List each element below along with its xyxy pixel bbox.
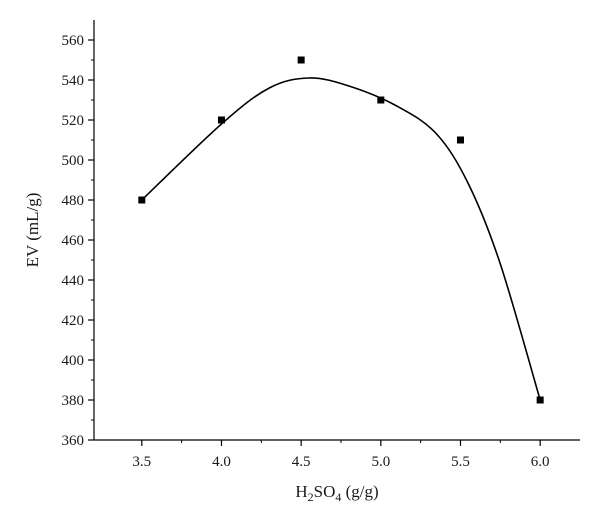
x-axis-label-sub2: 4 bbox=[335, 490, 341, 504]
y-tick-label: 480 bbox=[62, 193, 85, 209]
fit-curve bbox=[141, 77, 541, 401]
data-point bbox=[297, 56, 305, 64]
data-point bbox=[217, 116, 225, 124]
y-tick-label: 560 bbox=[62, 33, 85, 49]
x-axis-label: H2SO4 (g/g) bbox=[295, 482, 378, 504]
y-tick-label: 380 bbox=[62, 393, 85, 409]
data-point bbox=[536, 396, 544, 404]
y-tick-label: 460 bbox=[62, 233, 85, 249]
y-tick-label: 420 bbox=[62, 313, 85, 329]
x-axis-label-tail: (g/g) bbox=[341, 482, 378, 501]
x-tick-label: 4.0 bbox=[212, 454, 231, 470]
y-tick-label: 540 bbox=[62, 73, 85, 89]
data-points bbox=[138, 56, 544, 404]
x-axis-label-mid: SO bbox=[314, 482, 336, 501]
x-tick-label: 5.5 bbox=[451, 454, 470, 470]
x-tick-label: 5.0 bbox=[371, 454, 390, 470]
y-ticks: 360 380 400 420 440 460 480 500 520 540 560 bbox=[62, 33, 94, 449]
data-point bbox=[456, 136, 464, 144]
x-axis-label-base: H bbox=[295, 482, 307, 501]
x-axis-label-sub1: 2 bbox=[308, 490, 314, 504]
x-ticks: 3.5 4.0 4.5 5.0 5.5 6.0 bbox=[132, 440, 550, 470]
data-point bbox=[138, 196, 146, 204]
y-tick-label: 500 bbox=[62, 153, 85, 169]
plot-area: 360 380 400 420 440 460 480 500 520 540 560 3.5 4.0… bbox=[62, 20, 580, 470]
data-point bbox=[377, 96, 385, 104]
x-tick-label: 6.0 bbox=[531, 454, 550, 470]
y-tick-label: 520 bbox=[62, 113, 85, 129]
y-tick-label: 440 bbox=[62, 273, 85, 289]
x-tick-label: 3.5 bbox=[132, 454, 151, 470]
y-tick-label: 400 bbox=[62, 353, 85, 369]
x-tick-label: 4.5 bbox=[292, 454, 311, 470]
y-tick-label: 360 bbox=[62, 433, 85, 449]
y-axis-label: EV (mL/g) bbox=[23, 193, 42, 268]
